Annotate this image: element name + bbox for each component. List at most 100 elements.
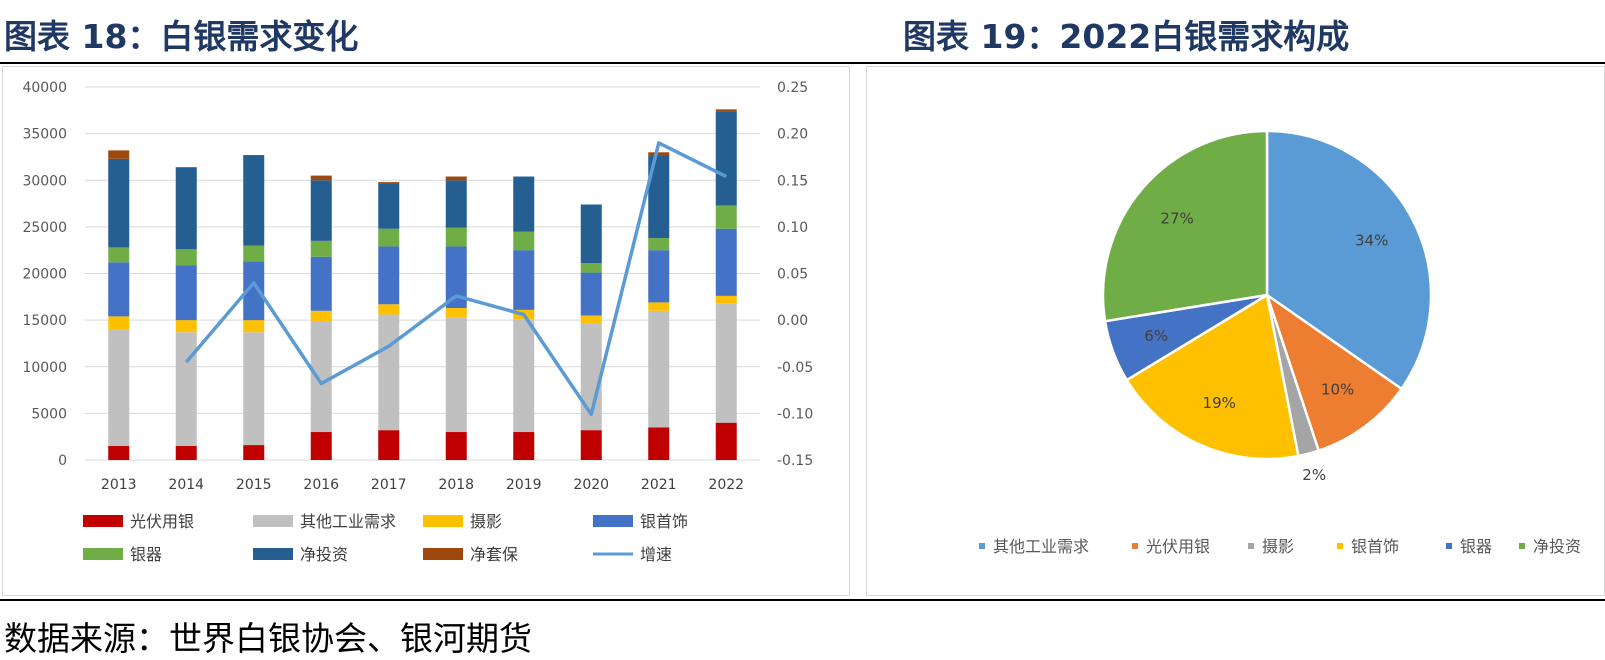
legend-label: 净投资 (300, 545, 348, 564)
legend-label: 摄影 (470, 512, 502, 531)
bar-segment (715, 422, 737, 460)
pie-data-label: 10% (1321, 381, 1354, 399)
bar-segment (715, 205, 737, 229)
bar-segment (108, 329, 130, 447)
y-tick-label: 40000 (22, 80, 67, 96)
pie-slice (1101, 129, 1269, 323)
bar-segment (513, 432, 535, 460)
y-tick-label: 30000 (22, 173, 67, 189)
bar-segment (108, 446, 130, 460)
x-tick-label: 2018 (438, 477, 474, 493)
legend-label: 银首饰 (640, 512, 688, 531)
bar-segment (648, 156, 670, 239)
bar-segment (513, 176, 535, 232)
legend-swatch (83, 515, 123, 527)
bar-segment (715, 228, 737, 296)
bar-segment (378, 183, 400, 229)
legend-swatch (1337, 543, 1343, 549)
bar-segment (108, 247, 130, 263)
legend-label: 光伏用银 (130, 512, 194, 531)
legend-label: 其他工业需求 (300, 512, 396, 531)
top-divider (0, 62, 1605, 64)
bar-segment (580, 204, 602, 264)
legend-swatch (423, 548, 463, 560)
legend-label: 摄影 (1262, 537, 1294, 556)
growth-line (184, 141, 728, 417)
legend-swatch (1519, 543, 1525, 549)
pie-slice (1264, 291, 1404, 453)
legend-label: 其他工业需求 (993, 537, 1089, 556)
bar-segment (243, 245, 265, 262)
x-tick-label: 2021 (641, 477, 677, 493)
bar-segment (378, 304, 400, 315)
x-tick-label: 2015 (236, 477, 272, 493)
bar-segment (648, 250, 670, 303)
bar-segment (445, 227, 467, 247)
y2-tick-label: 0.15 (777, 173, 808, 189)
bar-segment (108, 150, 130, 159)
bar-segment (715, 295, 737, 304)
x-tick-label: 2013 (101, 477, 137, 493)
bar-segment (445, 246, 467, 309)
y2-tick-label: -0.05 (777, 360, 813, 376)
bar-segment (175, 249, 197, 266)
bar-segment (175, 332, 197, 447)
y-tick-label: 35000 (22, 127, 67, 143)
pie-slice (1125, 293, 1300, 461)
legend-label: 净套保 (470, 545, 518, 564)
bar-chart: 0 5000 10000 15000 20000 25000 30000 35000 40000… (22, 80, 813, 564)
bar-segment (310, 432, 332, 460)
bar-segment (108, 158, 130, 248)
x-tick-label: 2022 (708, 477, 744, 493)
legend-label: 银器 (130, 545, 162, 564)
legend-swatch (83, 548, 123, 560)
bar-segment (378, 228, 400, 247)
bar-segment (715, 111, 737, 206)
x-tick-label: 2014 (168, 477, 204, 493)
bar-segment (243, 445, 265, 460)
bar-segment (310, 180, 332, 241)
bar-segment (175, 167, 197, 250)
legend-label: 增速 (640, 545, 672, 564)
bar-segment (108, 262, 130, 317)
legend-swatch (593, 515, 633, 527)
y2-tick-label: -0.10 (777, 406, 813, 422)
bar-segment (378, 182, 400, 184)
bar-segment (243, 320, 265, 333)
bar-segment (243, 155, 265, 246)
bar-segment (310, 310, 332, 322)
left-chart-title: 图表 18：白银需求变化 (4, 17, 359, 56)
bar-segment (243, 332, 265, 446)
legend-swatch (253, 515, 293, 527)
bar-segment (648, 310, 670, 428)
bar-segment (243, 261, 265, 321)
bar-segment (580, 315, 602, 324)
bar-segment (445, 176, 467, 181)
legend-swatch (253, 548, 293, 560)
right-chart-title: 图表 19：2022白银需求构成 (903, 17, 1350, 56)
pie-data-label: 27% (1160, 209, 1193, 227)
y2-tick-label: -0.15 (777, 453, 813, 469)
pie-data-label: 6% (1144, 327, 1168, 345)
bar-segment (513, 250, 535, 310)
bar-segment (715, 109, 737, 112)
legend-label: 银器 (1460, 537, 1492, 556)
x-tick-label: 2017 (371, 477, 407, 493)
legend-swatch (1446, 543, 1452, 549)
bar-segment (580, 430, 602, 460)
y-tick-label: 15000 (22, 313, 67, 329)
pie-data-label: 2% (1302, 466, 1326, 484)
bar-segment (648, 427, 670, 460)
y-tick-label: 10000 (22, 360, 67, 376)
bar-segment (108, 316, 130, 330)
legend-swatch (1132, 543, 1138, 549)
legend-swatch (979, 543, 985, 549)
bar-segment (513, 231, 535, 251)
y2-tick-label: 0.00 (777, 313, 808, 329)
bar-segment (648, 152, 670, 157)
legend-label: 净投资 (1533, 537, 1581, 556)
pie-slice (1265, 129, 1433, 391)
bar-segment (580, 272, 602, 316)
y2-tick-label: 0.20 (777, 127, 808, 143)
bar-segment (175, 265, 197, 321)
